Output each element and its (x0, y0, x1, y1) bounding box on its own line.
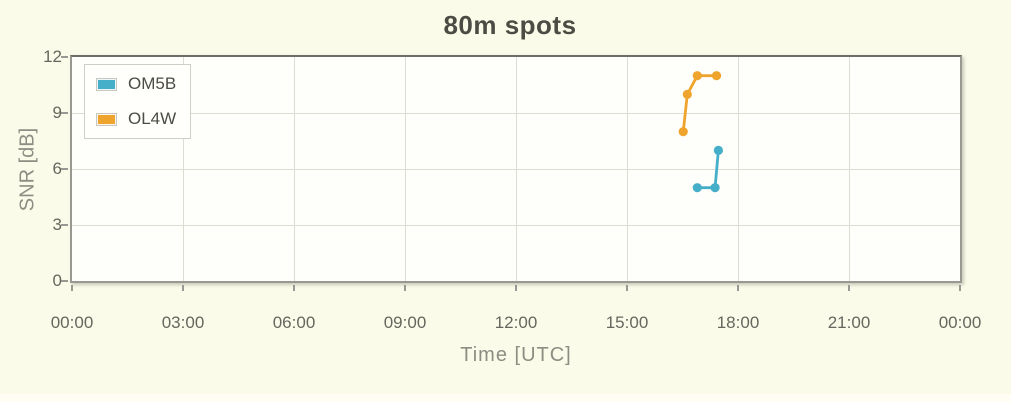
x-axis-title: Time [UTC] (460, 344, 572, 366)
y-tick-label: 9 (52, 103, 62, 122)
y-tick-label: 0 (52, 271, 62, 290)
y-tick-label: 12 (43, 47, 62, 66)
series-layer (678, 71, 723, 193)
x-tick-label: 06:00 (272, 313, 316, 332)
x-tick-mark (71, 285, 73, 291)
legend-label: OL4W (128, 109, 177, 128)
gridline-horizontal (72, 169, 960, 170)
data-point-ol4w-0[interactable] (678, 127, 688, 137)
series-line-ol4w (681, 74, 717, 132)
x-tick-mark (293, 285, 295, 291)
x-tick-label: 15:00 (605, 313, 649, 332)
plot-grid (72, 57, 960, 281)
x-tick-mark (404, 285, 406, 291)
legend: OM5B OL4W (84, 64, 192, 139)
legend-swatch-om5b (96, 77, 117, 91)
data-point-om5b-2[interactable] (713, 145, 723, 155)
data-point-ol4w-3[interactable] (711, 71, 722, 81)
legend-item-om5b: OM5B (96, 74, 176, 94)
data-point-ol4w-2[interactable] (692, 71, 702, 81)
chart-title: 80m spots (443, 10, 577, 40)
gridline-horizontal (72, 225, 960, 226)
y-tick-label: 3 (52, 215, 62, 234)
x-tick-label: 09:00 (383, 313, 427, 332)
y-tick-label: 6 (52, 159, 62, 178)
x-tick-mark (626, 285, 628, 291)
y-tick-mark (61, 56, 68, 58)
x-tick-mark (959, 285, 961, 291)
x-tick-label: 12:00 (494, 313, 538, 332)
y-tick-mark (61, 280, 68, 282)
gridline-horizontal (72, 113, 960, 114)
x-tick-mark (848, 285, 850, 291)
x-tick-label: 03:00 (161, 313, 205, 332)
data-point-om5b-0[interactable] (692, 183, 702, 193)
y-tick-mark (61, 168, 68, 170)
series-line-om5b (697, 150, 720, 190)
x-tick-label: 21:00 (827, 313, 871, 332)
legend-item-ol4w: OL4W (96, 109, 176, 129)
x-tick-mark (515, 285, 517, 291)
x-tick-label: 18:00 (716, 313, 760, 332)
x-tick-label: 00:00 (50, 313, 94, 332)
x-tick-mark (737, 285, 739, 291)
legend-label: OM5B (128, 74, 177, 93)
x-tick-mark (182, 285, 184, 291)
y-tick-mark (61, 112, 68, 114)
data-point-ol4w-1[interactable] (682, 89, 692, 99)
legend-swatch-ol4w (96, 112, 117, 126)
plot-area: OM5B OL4W (70, 55, 962, 283)
y-tick-mark (61, 224, 68, 226)
data-point-om5b-1[interactable] (710, 183, 720, 193)
x-tick-label: 00:00 (938, 313, 982, 332)
